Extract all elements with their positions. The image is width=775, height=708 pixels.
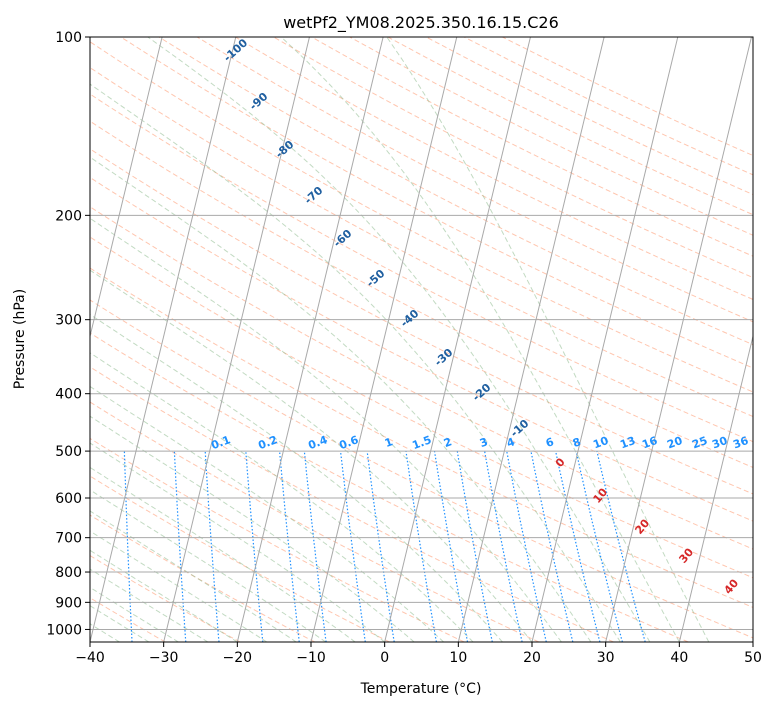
moist-adiabat — [90, 489, 326, 642]
mixing-ratio-line — [204, 451, 220, 642]
dry-adiabat — [90, 267, 753, 608]
isotherm-line — [605, 37, 752, 642]
mixing-ratio-line — [555, 450, 601, 642]
x-tick-label: 40 — [670, 650, 688, 666]
x-tick-label: −40 — [75, 650, 105, 666]
chart-title: wetPf2_YM08.2025.350.16.15.C26 — [283, 13, 559, 33]
x-tick-label: −20 — [223, 650, 253, 666]
mixing-ratio-label: 6 — [544, 435, 556, 450]
isotherm-line — [90, 37, 163, 339]
mixing-ratio-label: 1 — [383, 435, 395, 450]
dry-adiabat — [90, 148, 753, 495]
x-axis-label: Temperature (°C) — [360, 681, 482, 697]
dry-adiabat — [90, 401, 540, 642]
dry-adiabat — [90, 236, 753, 579]
y-tick-label: 200 — [55, 208, 82, 224]
mixing-ratio-label: 1.5 — [410, 433, 433, 452]
isotherm-line — [678, 334, 753, 642]
x-tick-label: 30 — [597, 650, 615, 666]
isotherm-line — [457, 37, 605, 642]
x-tick-label: 0 — [380, 650, 389, 666]
moist-adiabat — [90, 442, 386, 642]
y-tick-label: 700 — [55, 531, 82, 547]
moist-adiabat — [90, 466, 356, 642]
x-tick-label: −30 — [149, 650, 179, 666]
dry-adiabat — [90, 597, 166, 642]
dry-adiabat — [90, 176, 753, 522]
axes: −40 −30 −20 −10 0 10 20 30 40 5010020030040050060… — [46, 30, 762, 666]
moist-adiabat — [90, 156, 592, 642]
mixing-ratio-line — [279, 451, 300, 642]
moist-adiabat — [90, 385, 444, 642]
isotherm-line — [310, 37, 458, 642]
isotherm-line — [384, 37, 531, 642]
mixing-ratio-line — [173, 451, 187, 642]
moist-adiabat — [90, 217, 562, 642]
dry-adiabat — [90, 93, 753, 443]
isotherm-line — [236, 37, 384, 642]
mixing-ratio-label: 36 — [731, 434, 750, 452]
plot-frame — [89, 36, 754, 643]
mixing-ratio-label: 2 — [442, 435, 454, 450]
mixing-ratio-label: 3 — [478, 435, 490, 450]
y-tick-label: 800 — [55, 565, 82, 581]
moist-adiabat — [280, 37, 680, 642]
y-tick-label: 600 — [55, 491, 82, 507]
moist-adiabat — [90, 269, 533, 642]
moist-adiabat — [90, 352, 474, 642]
dry-adiabat — [90, 366, 614, 642]
moist-adiabat — [147, 37, 651, 642]
dry-adiabat — [90, 41, 753, 393]
mixing-ratio-line — [484, 450, 523, 642]
mixing-ratio-label: 0.1 — [209, 433, 232, 452]
x-tick-label: −10 — [296, 650, 326, 666]
x-tick-label: 10 — [449, 650, 467, 666]
y-tick-label: 500 — [55, 444, 82, 460]
y-tick-label: 1000 — [46, 622, 82, 638]
dry-adiabat — [90, 206, 753, 550]
dry-adiabat — [90, 120, 753, 468]
mixing-ratio-label: 20 — [665, 434, 684, 452]
x-tick-label: 50 — [744, 650, 762, 666]
dry-adiabat — [90, 299, 753, 639]
mixing-ratio-line — [506, 450, 547, 642]
mixing-ratio-line — [575, 450, 623, 642]
dry-adiabat — [90, 67, 753, 418]
mixing-ratio-label: 4 — [505, 435, 517, 450]
plot-area: -100-90-80-70-60-50-40-30-20-10010203040… — [90, 37, 753, 642]
mixing-ratio-label: 16 — [640, 434, 659, 452]
y-tick-label: 100 — [55, 30, 82, 46]
mixing-ratio-label: 30 — [710, 434, 729, 452]
mixing-ratio-label: 8 — [571, 435, 583, 450]
moist-adiabat — [90, 313, 503, 642]
mixing-ratio-label: 0.6 — [337, 433, 360, 452]
dry-adiabat — [90, 437, 465, 642]
mixing-ratio-label: 25 — [690, 434, 709, 451]
dry-adiabat — [90, 332, 689, 642]
mixing-ratio-label: 10 — [591, 434, 610, 452]
y-tick-label: 300 — [55, 313, 82, 329]
moist-adiabat — [90, 568, 209, 642]
x-tick-label: 20 — [523, 650, 541, 666]
isotherm-line — [531, 37, 679, 642]
moist-adiabat — [90, 83, 621, 642]
dry-adiabat — [90, 514, 315, 642]
mixing-ratio-label: 0.2 — [256, 433, 279, 452]
mixing-ratio-line — [530, 450, 574, 642]
dry-adiabat — [120, 37, 753, 369]
moist-adiabat — [90, 586, 179, 642]
y-tick-label: 400 — [55, 387, 82, 403]
moist-adiabat — [386, 37, 710, 642]
mixing-ratio-label: 13 — [618, 434, 637, 451]
y-axis-label: Pressure (hPa) — [12, 289, 28, 389]
y-tick-label: 900 — [55, 595, 82, 611]
mixing-ratio-label: 0.4 — [306, 433, 329, 452]
isotherm-line — [90, 37, 237, 642]
isotherm-line — [163, 37, 310, 642]
mixing-ratio-line — [245, 451, 264, 642]
dry-adiabat — [90, 475, 390, 642]
